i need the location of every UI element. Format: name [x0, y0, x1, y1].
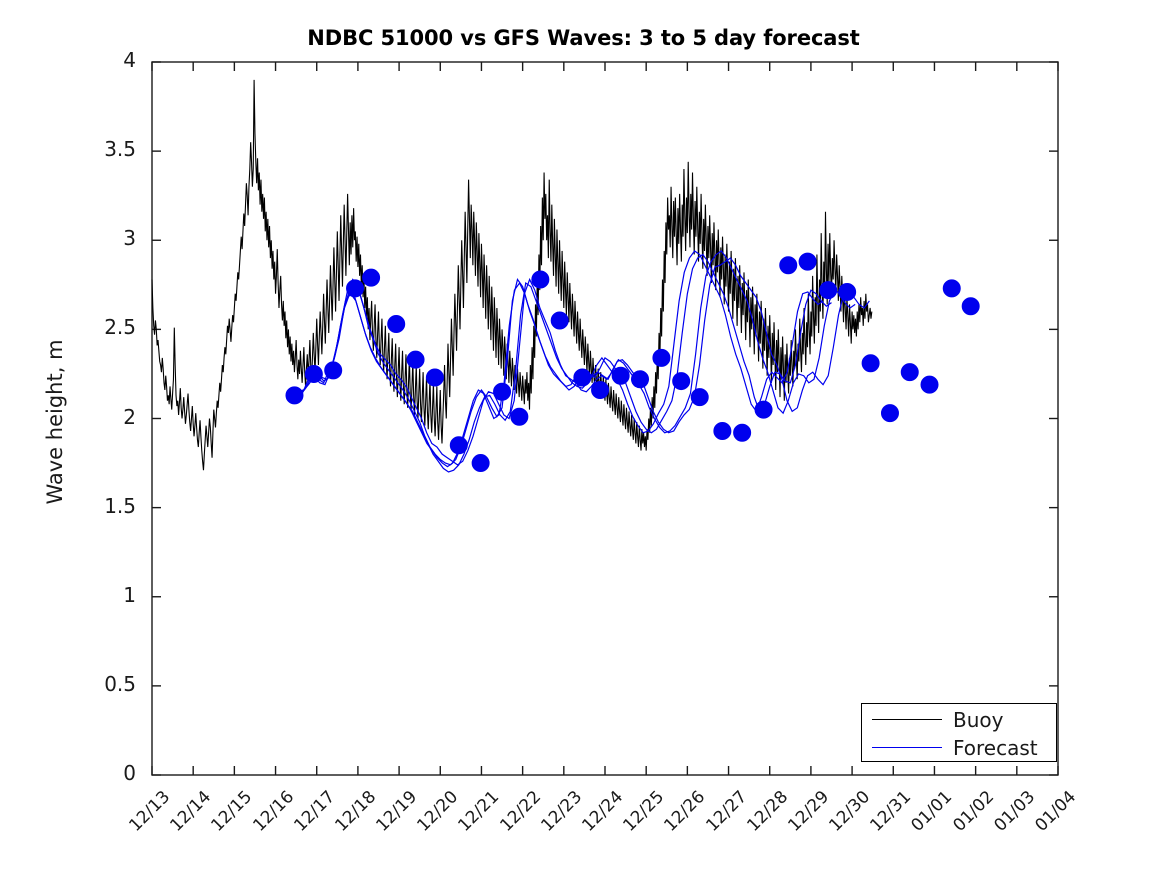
legend-item-forecast[interactable]: Forecast — [862, 734, 1058, 762]
series-line — [292, 257, 870, 466]
forecast-marker — [611, 366, 630, 385]
forecast-marker — [531, 270, 550, 289]
y-tick-marks — [152, 61, 1058, 776]
legend[interactable]: Buoy Forecast — [861, 703, 1057, 762]
forecast-marker — [324, 361, 343, 380]
forecast-marker — [900, 363, 919, 382]
forecast-marker — [550, 311, 569, 330]
forecast-marker — [285, 386, 304, 405]
series-line — [298, 250, 824, 468]
forecast-marker — [838, 282, 857, 301]
forecast-marker — [920, 375, 939, 394]
forecast-marker — [672, 372, 691, 391]
forecast-marker — [733, 423, 752, 442]
forecast-marker — [652, 348, 671, 367]
forecast-marker — [942, 279, 961, 298]
y-tick-label: 2 — [123, 404, 136, 429]
forecast-marker — [754, 400, 773, 419]
forecast-marker — [861, 354, 880, 373]
forecast-marker — [690, 388, 709, 407]
forecast-marker — [425, 368, 444, 387]
series-line — [151, 79, 873, 471]
plot-border — [151, 61, 1059, 776]
chart-title: NDBC 51000 vs GFS Waves: 3 to 5 day fore… — [307, 26, 860, 50]
forecast-marker — [880, 404, 899, 423]
data-series-lines — [151, 79, 873, 473]
forecast-marker — [713, 421, 732, 440]
legend-item-buoy[interactable]: Buoy — [862, 706, 1058, 734]
forecast-marker — [798, 252, 817, 271]
forecast-marker — [304, 364, 323, 383]
forecast-marker — [493, 382, 512, 401]
y-tick-label: 1.5 — [104, 493, 136, 518]
forecast-marker — [779, 256, 798, 275]
y-tick-label: 3.5 — [104, 137, 136, 162]
legend-swatch-forecast — [872, 747, 942, 748]
forecast-marker — [471, 454, 490, 473]
forecast-marker — [406, 350, 425, 369]
y-tick-label: 0 — [123, 761, 136, 785]
forecast-markers — [285, 252, 980, 473]
y-tick-label: 0.5 — [104, 671, 136, 696]
forecast-marker — [591, 380, 610, 399]
forecast-marker — [573, 368, 592, 387]
forecast-marker — [510, 407, 529, 426]
forecast-marker — [819, 281, 838, 300]
y-tick-label: 2.5 — [104, 315, 136, 340]
axis-frame — [151, 61, 1059, 776]
legend-swatch-buoy — [872, 719, 942, 720]
legend-label: Buoy — [953, 708, 1004, 732]
forecast-marker — [387, 315, 406, 334]
y-tick-label: 4 — [123, 48, 136, 72]
forecast-marker — [631, 370, 649, 389]
forecast-marker — [362, 268, 381, 287]
forecast-marker — [346, 279, 365, 298]
y-tick-label: 3 — [123, 226, 136, 251]
legend-label: Forecast — [953, 736, 1038, 760]
forecast-marker — [449, 436, 468, 455]
forecast-marker — [961, 297, 980, 316]
y-tick-label: 1 — [123, 582, 136, 607]
x-tick-marks — [151, 62, 1059, 775]
